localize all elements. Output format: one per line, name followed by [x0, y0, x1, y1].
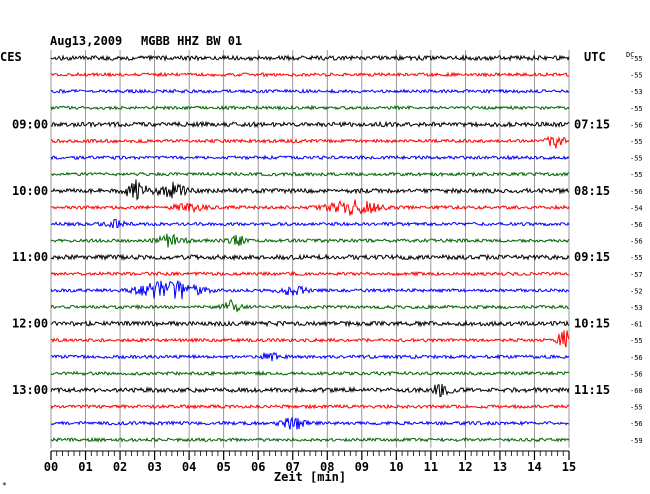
minute-grid — [50, 50, 570, 448]
left-timezone-label: CES — [0, 50, 22, 64]
dc-offset-value: -55 — [630, 337, 643, 345]
dc-offset-value: -61 — [630, 321, 643, 329]
trace-row-10 — [50, 199, 570, 216]
dc-offset-value: -57 — [630, 271, 643, 279]
right-hour-label: 10:15 — [574, 317, 610, 331]
trace-row-20 — [50, 370, 570, 377]
x-tick-label: 13 — [493, 460, 507, 474]
dc-offset-value: -55 — [630, 105, 643, 113]
x-tick-label: 03 — [147, 460, 161, 474]
left-hour-label: 12:00 — [12, 317, 48, 331]
x-tick-label: 09 — [355, 460, 369, 474]
x-tick-label: 15 — [562, 460, 576, 474]
dc-offset-value: -60 — [630, 387, 643, 395]
trace-group — [50, 53, 570, 443]
trace-row-19 — [50, 351, 570, 362]
x-tick-label: 05 — [216, 460, 230, 474]
trace-row-5 — [50, 120, 570, 129]
dc-offset-value: -55 — [630, 155, 643, 163]
right-hour-label: 07:15 — [574, 117, 610, 131]
dc-offset-header: DC — [626, 51, 634, 59]
trace-row-13 — [50, 253, 570, 262]
x-tick-label: 02 — [113, 460, 127, 474]
trace-row-9 — [50, 179, 570, 201]
x-tick-label: 11 — [424, 460, 438, 474]
dc-offset-value: -59 — [630, 437, 643, 445]
left-hour-label: 13:00 — [12, 383, 48, 397]
dc-offset-value: -55 — [630, 55, 643, 63]
trace-row-14 — [50, 270, 570, 277]
trace-row-15 — [50, 280, 570, 300]
x-tick-label: 00 — [44, 460, 58, 474]
x-axis: 00 01 02 03 04 05 06 07 08 09 10 11 12 13 14 15 — [44, 450, 576, 474]
dc-offset-value: -53 — [630, 304, 643, 312]
dc-offset-value: -56 — [630, 420, 643, 428]
trace-row-7 — [50, 154, 570, 161]
dc-offset-value: -56 — [630, 238, 643, 246]
dc-offset-value: -55 — [630, 404, 643, 412]
trace-row-22 — [50, 403, 570, 410]
dc-offset-value: -55 — [630, 138, 643, 146]
dc-offset-value: -54 — [630, 204, 643, 212]
right-hour-label: 08:15 — [574, 184, 610, 198]
x-tick-label: 04 — [182, 460, 196, 474]
dc-offset-value: -56 — [630, 354, 643, 362]
x-tick-label: 08 — [320, 460, 334, 474]
dc-offset-value: -56 — [630, 188, 643, 196]
trace-row-12 — [50, 233, 570, 248]
chart-station: MGBB HHZ BW 01 — [141, 34, 242, 48]
dc-offset-value: -52 — [630, 287, 643, 295]
trace-row-16 — [50, 298, 570, 312]
trace-row-18 — [50, 330, 570, 348]
left-hour-label: 11:00 — [12, 250, 48, 264]
left-hour-label: 10:00 — [12, 184, 48, 198]
x-tick-label: 14 — [527, 460, 541, 474]
footnote-mark: * — [2, 481, 7, 490]
hour-labels: 09:00 10:00 11:00 12:00 13:00 07:15 08:15 09:15… — [12, 117, 610, 397]
trace-row-21 — [50, 383, 570, 398]
right-hour-label: 11:15 — [574, 383, 610, 397]
trace-row-23 — [50, 416, 570, 430]
chart-date: Aug13,2009 — [50, 34, 122, 48]
x-tick-label: 01 — [78, 460, 92, 474]
trace-row-4 — [50, 104, 570, 111]
trace-row-8 — [50, 171, 570, 178]
dc-offset-labels: -55 -55 -53 -55 -56 -55 -55 -55 -56 -54 -56 -56 -55 -… — [630, 55, 643, 445]
trace-row-17 — [50, 319, 570, 328]
dc-offset-value: -53 — [630, 88, 643, 96]
trace-row-2 — [50, 71, 570, 78]
dc-offset-value: -55 — [630, 254, 643, 262]
x-tick-label: 07 — [286, 460, 300, 474]
dc-offset-value: -56 — [630, 370, 643, 378]
trace-row-6 — [50, 135, 570, 149]
trace-row-3 — [50, 88, 570, 95]
dc-offset-value: -56 — [630, 121, 643, 129]
x-axis-label: Zeit [min] — [274, 470, 346, 484]
right-hour-label: 09:15 — [574, 250, 610, 264]
trace-row-11 — [50, 218, 570, 229]
trace-row-1 — [50, 53, 570, 62]
dc-offset-value: -55 — [630, 171, 643, 179]
x-tick-label: 12 — [458, 460, 472, 474]
x-tick-label: 10 — [389, 460, 403, 474]
right-timezone-label: UTC — [584, 50, 606, 64]
left-hour-label: 09:00 — [12, 117, 48, 131]
dc-offset-value: -55 — [630, 72, 643, 80]
x-tick-label: 06 — [251, 460, 265, 474]
dc-offset-value: -56 — [630, 221, 643, 229]
trace-row-24 — [50, 436, 570, 443]
